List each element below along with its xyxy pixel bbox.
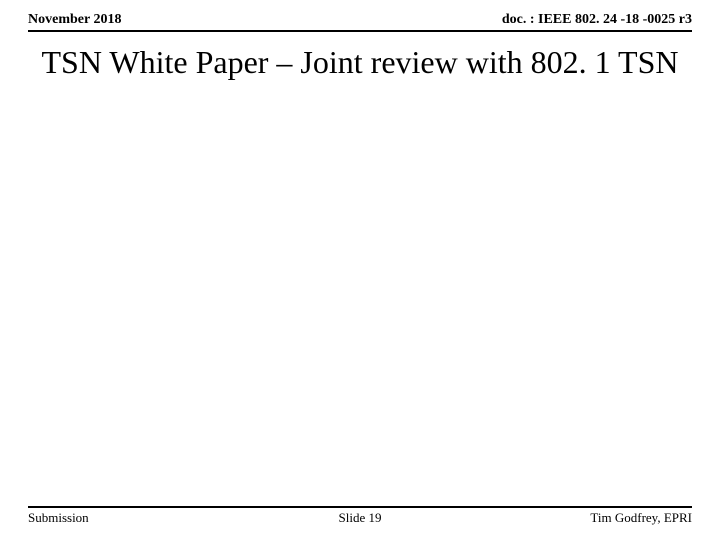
header-doc-ref: doc. : IEEE 802. 24 -18 -0025 r3 — [502, 12, 692, 28]
slide-container: November 2018 doc. : IEEE 802. 24 -18 -0… — [0, 0, 720, 540]
footer-author: Tim Godfrey, EPRI — [590, 510, 692, 526]
footer-left: Submission — [28, 510, 89, 526]
header: November 2018 doc. : IEEE 802. 24 -18 -0… — [28, 12, 692, 32]
slide-title: TSN White Paper – Joint review with 802.… — [28, 42, 692, 82]
footer: Submission Slide 19 Tim Godfrey, EPRI — [28, 506, 692, 526]
footer-slide-number: Slide 19 — [339, 510, 382, 526]
header-date: November 2018 — [28, 12, 121, 28]
